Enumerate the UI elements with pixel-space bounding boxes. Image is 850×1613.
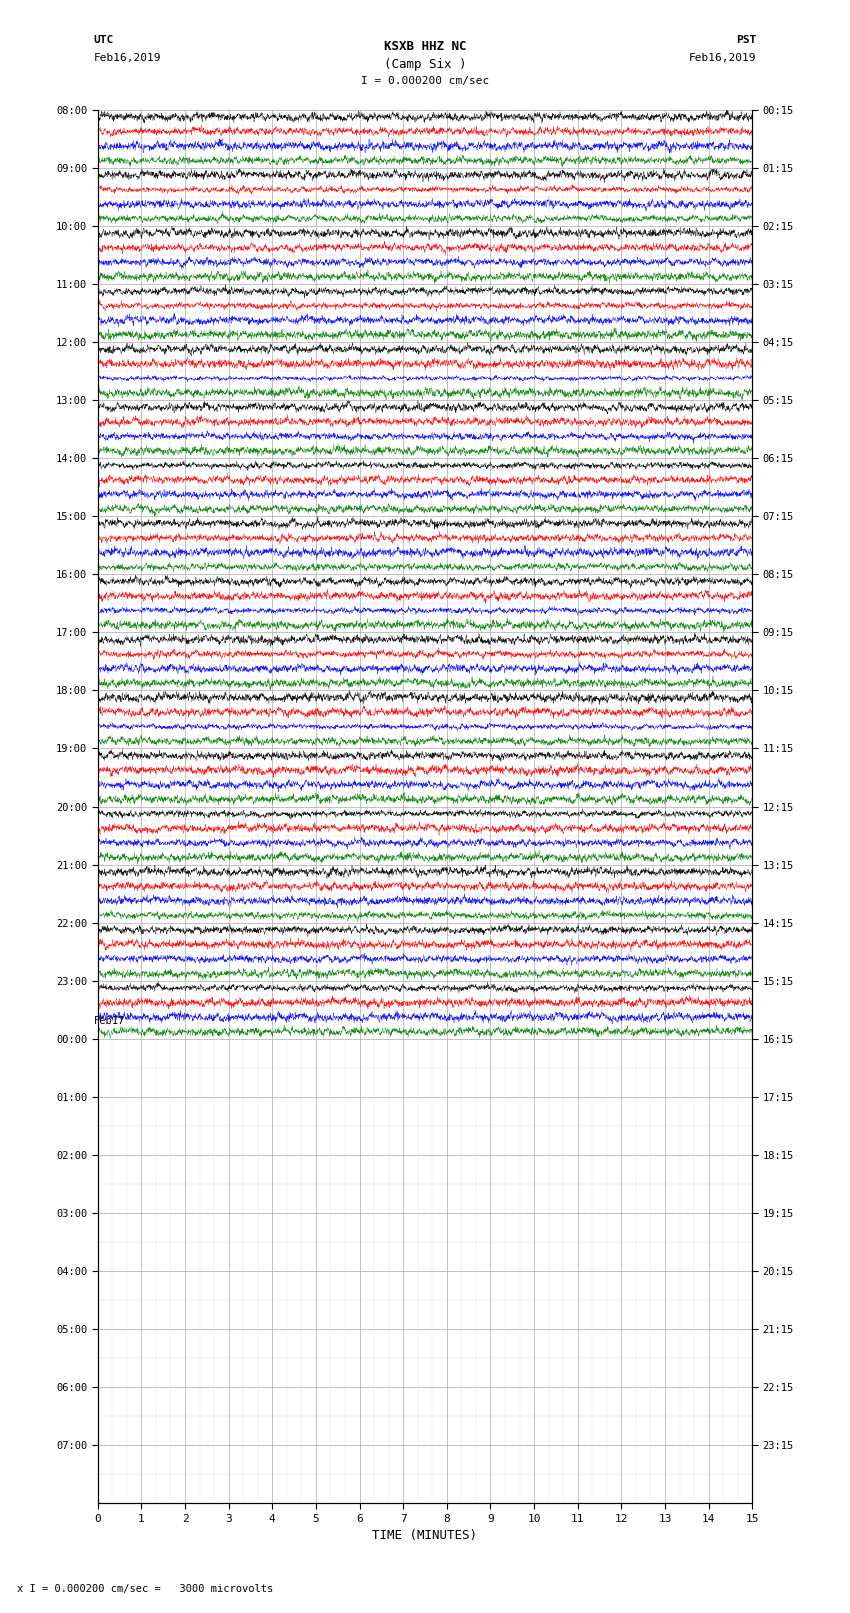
Text: PST: PST — [736, 35, 756, 45]
Text: x I = 0.000200 cm/sec =   3000 microvolts: x I = 0.000200 cm/sec = 3000 microvolts — [17, 1584, 273, 1594]
Text: Feb16,2019: Feb16,2019 — [94, 53, 161, 63]
Text: Feb16,2019: Feb16,2019 — [689, 53, 756, 63]
Text: I = 0.000200 cm/sec: I = 0.000200 cm/sec — [361, 76, 489, 85]
Text: UTC: UTC — [94, 35, 114, 45]
Text: KSXB HHZ NC: KSXB HHZ NC — [383, 40, 467, 53]
Text: Feb17: Feb17 — [94, 1016, 125, 1026]
X-axis label: TIME (MINUTES): TIME (MINUTES) — [372, 1529, 478, 1542]
Text: (Camp Six ): (Camp Six ) — [383, 58, 467, 71]
